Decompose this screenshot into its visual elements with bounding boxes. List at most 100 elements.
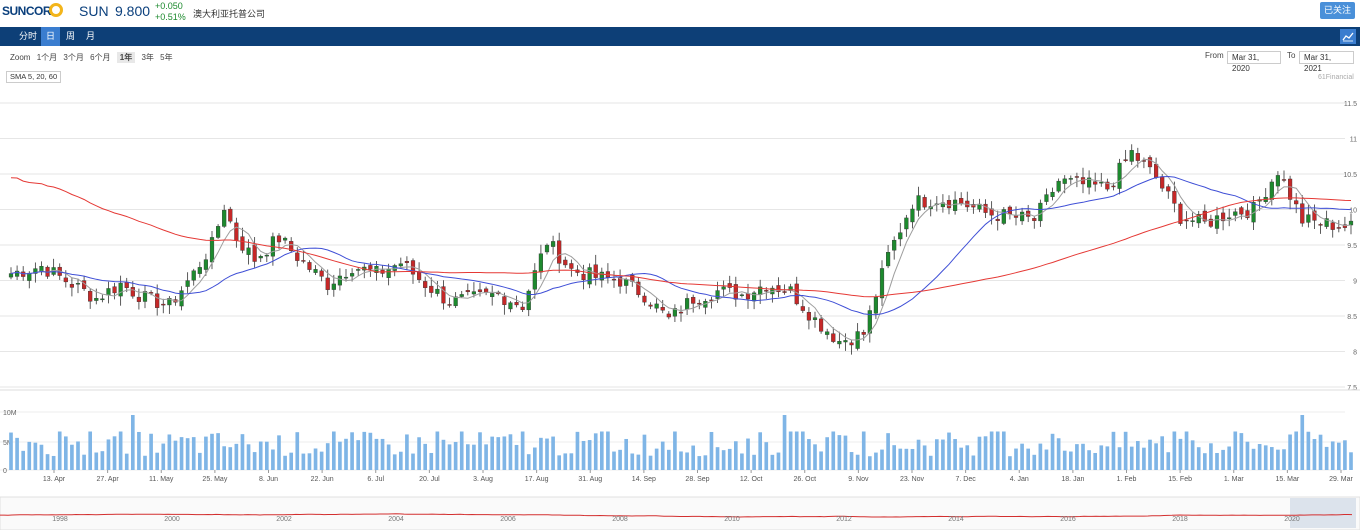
volume-bar [721, 450, 726, 470]
candle-body [1233, 211, 1238, 216]
tab-daily[interactable]: 日 [41, 27, 60, 46]
candle-body [1178, 203, 1183, 224]
volume-bar [76, 441, 80, 470]
tab-monthly[interactable]: 月 [85, 31, 95, 41]
candle-body [1172, 190, 1177, 204]
volume-bar [277, 435, 281, 470]
candle-body [1227, 217, 1232, 219]
volume-bar [63, 436, 68, 470]
volume-bar [1178, 438, 1183, 470]
x-tick-label: 6. Jul [367, 476, 384, 483]
candle [216, 224, 221, 239]
candle-body [228, 208, 233, 222]
candle [709, 296, 714, 309]
volume-bar [1312, 439, 1317, 470]
zoom-3m[interactable]: 3个月 [63, 53, 84, 62]
volume-bar [447, 444, 452, 470]
volume-bar [1068, 451, 1073, 470]
volume-bar [51, 455, 56, 470]
volume-bar [989, 431, 994, 470]
candle [313, 265, 318, 275]
candle [1227, 208, 1232, 227]
candle-body [21, 271, 26, 277]
price-change: +0.050 +0.51% [155, 1, 186, 23]
candle-body [441, 286, 446, 304]
volume-bar [57, 431, 62, 470]
candle [1233, 208, 1238, 222]
x-tick-label: 23. Nov [900, 476, 925, 483]
change-absolute: +0.050 [155, 1, 183, 11]
candle [185, 272, 190, 294]
candle [557, 232, 562, 274]
tab-intraday[interactable]: 分时 [18, 31, 37, 41]
candle-body [398, 263, 403, 267]
candle-body [892, 239, 897, 251]
candle [307, 260, 312, 273]
volume-bar [514, 444, 519, 470]
volume-bar [959, 447, 964, 470]
candle [477, 282, 483, 297]
candle [648, 302, 653, 310]
zoom-3y[interactable]: 3年 [141, 53, 154, 62]
indicator-label[interactable]: SMA 5, 20, 60 [6, 71, 62, 83]
candle-body [331, 283, 336, 290]
volume-bar [813, 444, 817, 470]
zoom-5y[interactable]: 5年 [160, 53, 173, 62]
price-tick-label: 11 [1350, 137, 1357, 144]
volume-bar [362, 431, 367, 470]
volume-bar [88, 431, 93, 470]
to-date-input[interactable]: Mar 31, 2021 [1299, 51, 1354, 73]
volume-bar [1105, 446, 1110, 470]
candle [587, 263, 592, 289]
volume-bar [1099, 445, 1104, 470]
candle-body [1300, 203, 1305, 224]
candle-body [739, 294, 744, 296]
candle-body [136, 296, 141, 302]
volume-bar [794, 431, 799, 470]
candle [447, 297, 452, 308]
candle-body [898, 232, 903, 240]
tab-weekly[interactable]: 周 [65, 31, 75, 41]
volume-bar [465, 444, 470, 470]
volume-bar [1020, 443, 1024, 470]
from-label: From [1205, 51, 1224, 60]
candle-body [112, 286, 117, 294]
candle-body [216, 226, 221, 238]
candle [1196, 210, 1201, 229]
volume-bar [624, 438, 629, 470]
volume-bar [569, 453, 574, 470]
navigator-year-label: 2014 [948, 516, 964, 523]
zoom-6m[interactable]: 6个月 [90, 53, 111, 62]
volume-bar [1306, 431, 1311, 470]
price-tick-label: 7.5 [1347, 385, 1357, 392]
candle [794, 276, 799, 306]
candle-body [672, 308, 677, 317]
x-tick-label: 29. Mar [1329, 476, 1353, 483]
volume-bar [1190, 440, 1195, 470]
zoom-1y[interactable]: 1年 [116, 52, 136, 63]
candle [88, 288, 93, 309]
volume-bar [709, 431, 714, 470]
candle [831, 327, 836, 344]
candle-body [1001, 209, 1006, 224]
volume-bar [1330, 441, 1335, 470]
sma20-line [10, 175, 1352, 316]
candle [1336, 220, 1341, 233]
follow-button[interactable]: 已关注 [1320, 2, 1355, 19]
x-tick-label: 26. Oct [793, 476, 816, 483]
line-chart-icon[interactable] [1340, 29, 1356, 44]
volume-bar [392, 454, 397, 470]
zoom-1m[interactable]: 1个月 [36, 53, 58, 62]
x-tick-label: 1. Feb [1117, 476, 1137, 483]
from-date-input[interactable]: Mar 31, 2020 [1227, 51, 1281, 73]
candle-body [203, 259, 208, 270]
candle-body [514, 302, 519, 306]
candle-body [660, 307, 665, 311]
volume-bar [660, 441, 665, 470]
candle [1074, 172, 1079, 188]
candle [1288, 175, 1293, 210]
candle [916, 186, 921, 217]
volume-bar [94, 452, 99, 470]
candle-body [1074, 176, 1079, 178]
